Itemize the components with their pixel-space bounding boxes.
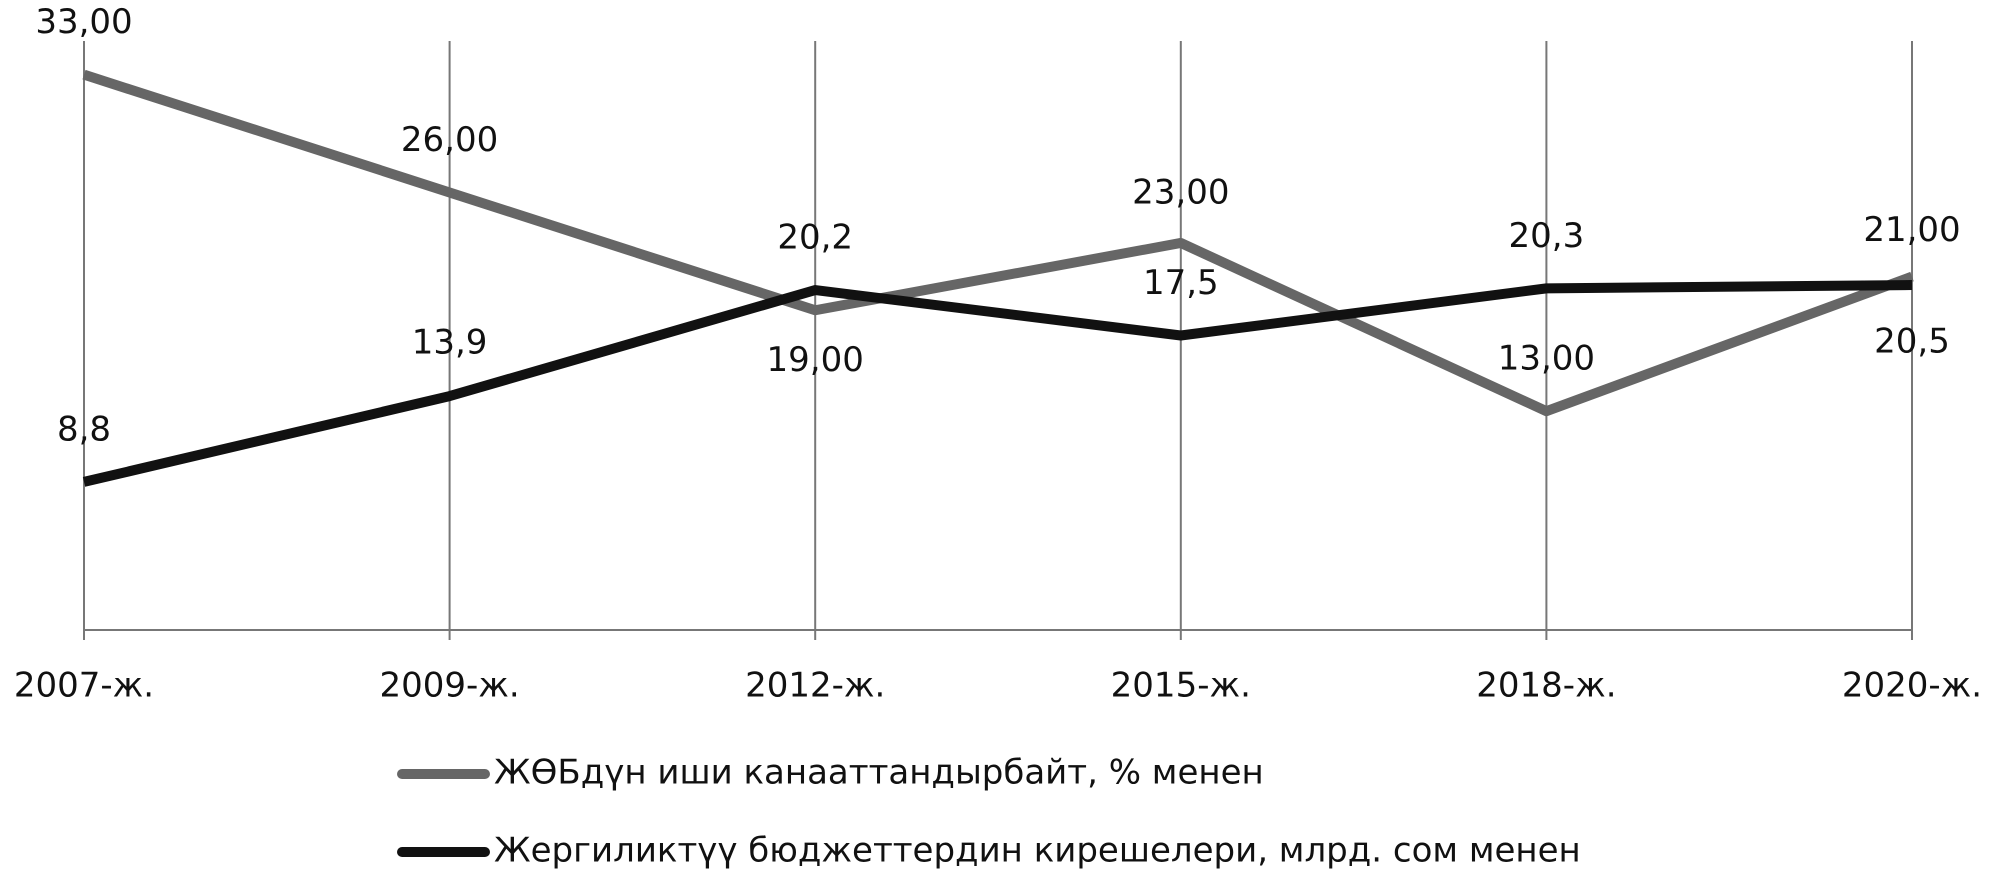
x-tick-label: 2009-ж.: [379, 666, 519, 706]
data-label: 20,3: [1509, 216, 1585, 256]
data-label: 33,00: [35, 2, 132, 42]
data-label: 20,2: [777, 218, 853, 258]
x-tick-label: 2012-ж.: [745, 666, 885, 706]
data-label: 20,5: [1874, 322, 1950, 362]
legend-label: Жергиликтүү бюджеттердин кирешелери, млр…: [494, 831, 1581, 871]
data-label: 13,00: [1498, 339, 1595, 379]
series-line: [82, 69, 1914, 417]
legend-label: ЖӨБдүн иши канааттандырбайт, % менен: [494, 753, 1264, 793]
data-label: 17,5: [1143, 263, 1219, 303]
data-label: 23,00: [1132, 172, 1229, 212]
data-label: 13,9: [412, 323, 488, 363]
x-tick-label: 2007-ж.: [14, 666, 154, 706]
data-label: 21,00: [1863, 210, 1960, 250]
x-tick-label: 2018-ж.: [1476, 666, 1616, 706]
x-tick-label: 2020-ж.: [1842, 666, 1982, 706]
data-label: 26,00: [401, 120, 498, 160]
x-tick-label: 2015-ж.: [1111, 666, 1251, 706]
series-line: [82, 280, 1913, 487]
data-label: 19,00: [767, 340, 864, 380]
data-label: 8,8: [57, 409, 111, 449]
